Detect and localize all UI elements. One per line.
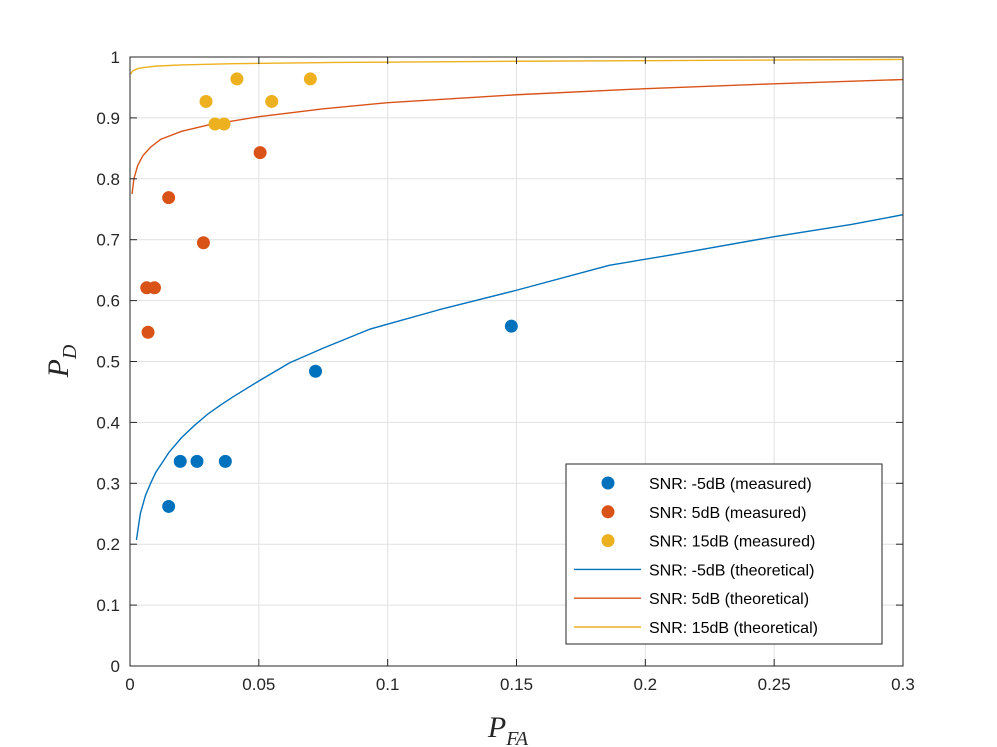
point-snr-5db-measured — [504, 319, 518, 333]
y-tick-label: 0.8 — [96, 170, 120, 189]
point-snr-5db-measured — [162, 499, 176, 513]
axis-ticks: 0 0.05 0.1 0.15 0.2 0.25 0.3 0 0.1 0.2 0.3 0.4 0.5 0.… — [96, 48, 914, 694]
point-snr-5db-measured — [253, 146, 267, 160]
x-tick-label: 0.2 — [634, 675, 658, 694]
y-tick-label: 0.5 — [96, 353, 120, 372]
y-tick-label: 0.9 — [96, 109, 120, 128]
measured-markers — [140, 72, 518, 513]
x-tick-label: 0.1 — [376, 675, 400, 694]
point-snr-15db-measured — [230, 72, 244, 86]
y-axis-label-sub: D — [59, 344, 81, 360]
legend-swatch-snr-5db-measured — [601, 476, 615, 490]
x-tick-label: 0.25 — [758, 675, 791, 694]
legend-label-snr-15db-measured: SNR: 15dB (measured) — [649, 534, 815, 551]
line-snr-5db-theoretical — [131, 78, 904, 195]
point-snr-15db-measured — [265, 94, 279, 108]
x-tick-label: 0.05 — [242, 675, 275, 694]
y-tick-label: 0 — [111, 657, 120, 676]
point-snr-15db-measured — [208, 117, 222, 131]
legend-label-snr-5db-theoretical: SNR: -5dB (theoretical) — [649, 562, 814, 579]
point-snr-5db-measured — [196, 236, 210, 250]
point-snr-5db-measured — [218, 454, 232, 468]
legend-swatch-snr-5db-measured — [601, 505, 615, 519]
point-snr-5db-measured — [162, 191, 176, 205]
y-axis-label: PD — [42, 344, 81, 378]
y-tick-label: 0.6 — [96, 292, 120, 311]
y-tick-label: 0.4 — [96, 413, 120, 432]
point-snr-5db-measured — [141, 325, 155, 339]
legend-label-snr-5db-measured: SNR: 5dB (measured) — [649, 505, 806, 522]
x-axis-label-sub: FA — [505, 728, 529, 747]
point-snr-5db-measured — [173, 454, 187, 468]
point-snr-5db-measured — [147, 281, 161, 295]
legend-label-snr-5db-theoretical: SNR: 5dB (theoretical) — [649, 591, 809, 608]
legend-label-snr-15db-theoretical: SNR: 15dB (theoretical) — [649, 620, 818, 637]
y-tick-label: 1 — [111, 48, 120, 67]
line-snr-15db-theoretical — [130, 58, 904, 75]
line-snr-5db-theoretical — [135, 214, 904, 541]
legend: SNR: -5dB (measured) SNR: 5dB (measured) S… — [565, 463, 883, 645]
point-snr-15db-measured — [303, 72, 317, 86]
y-tick-label: 0.7 — [96, 231, 120, 250]
y-tick-label: 0.3 — [96, 474, 120, 493]
legend-box — [565, 463, 883, 645]
x-axis-label: PFA — [487, 711, 529, 747]
point-snr-5db-measured — [190, 454, 204, 468]
y-tick-label: 0.1 — [96, 596, 120, 615]
y-axis-label-main: P — [42, 359, 75, 378]
x-axis-label-main: P — [487, 711, 506, 744]
legend-swatch-snr-15db-measured — [601, 534, 615, 548]
point-snr-15db-measured — [217, 117, 231, 131]
point-snr-5db-measured — [309, 364, 323, 378]
x-tick-label: 0.15 — [500, 675, 533, 694]
point-snr-15db-measured — [199, 94, 213, 108]
theoretical-curves — [130, 58, 904, 541]
y-tick-label: 0.2 — [96, 535, 120, 554]
legend-label-snr-5db-measured: SNR: -5dB (measured) — [649, 476, 812, 493]
x-tick-label: 0 — [125, 675, 134, 694]
x-tick-label: 0.3 — [891, 675, 915, 694]
